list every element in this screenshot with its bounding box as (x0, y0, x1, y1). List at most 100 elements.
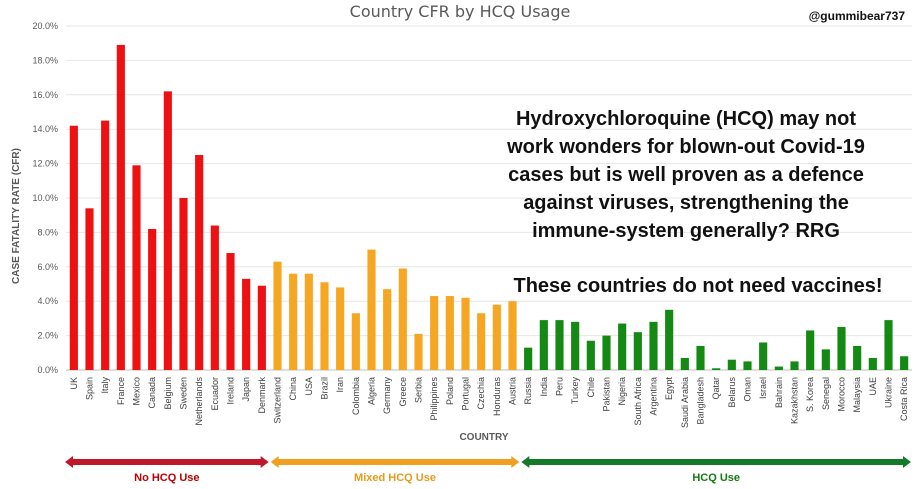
bar-pakistan (602, 335, 611, 370)
chart-title: Country CFR by HCQ Usage (350, 2, 571, 21)
x-tick-label: Denmark (257, 377, 267, 414)
x-tick-label: Saudi Arabia (680, 377, 690, 428)
bar-honduras (492, 304, 501, 370)
x-tick-label: Chile (586, 377, 596, 398)
bar-china (289, 273, 298, 370)
x-tick-label: Oman (743, 377, 753, 402)
x-tick-label: Turkey (570, 377, 580, 405)
author-handle: @gummibear737 (809, 9, 906, 23)
x-tick-label: Peru (555, 377, 565, 396)
bar-spain (85, 208, 94, 370)
bar-belgium (163, 91, 172, 371)
x-axis-ticks: UK Spain Italy France Mexico Canada Belgium Swe… (69, 377, 909, 429)
group-label: No HCQ Use (134, 472, 199, 484)
x-tick-label: Philippines (429, 377, 439, 421)
bar-malaysia (853, 345, 862, 370)
x-tick-label: UAE (868, 377, 878, 396)
x-axis-title: COUNTRY (459, 432, 508, 443)
bar-qatar (712, 368, 721, 370)
group-arrows: No HCQ Use Mixed HCQ Use HCQ Use (65, 456, 911, 484)
x-tick-label: Czechia (476, 377, 486, 410)
bar-japan (242, 278, 251, 370)
bar-bahrain (774, 366, 783, 370)
bar-france (116, 44, 125, 371)
x-tick-label: Ecuador (210, 377, 220, 411)
bar-morocco (837, 327, 846, 370)
group-arrow (521, 456, 911, 468)
x-tick-label: Mexico (132, 377, 142, 406)
x-tick-label: Russia (523, 377, 533, 405)
gridlines (66, 25, 912, 337)
x-tick-label: South Africa (633, 377, 643, 426)
x-tick-label: Austria (508, 377, 518, 405)
x-tick-label: Costa Rica (899, 377, 909, 421)
bar-s-korea (806, 330, 815, 370)
y-tick-label: 14.0% (32, 124, 58, 134)
bar-iran (336, 287, 345, 370)
bar-russia (524, 347, 533, 370)
bar-costa-rica (900, 356, 909, 370)
x-tick-label: Sweden (179, 377, 189, 410)
bar-ukraine (884, 320, 893, 370)
x-tick-label: Germany (382, 377, 392, 415)
callout-line: Hydroxychloroquine (HCQ) may not (516, 108, 856, 130)
group-label: HCQ Use (692, 472, 740, 484)
y-tick-label: 2.0% (37, 331, 58, 341)
x-tick-label: Ireland (226, 377, 236, 405)
callout-line: work wonders for blown-out Covid-19 (506, 136, 865, 158)
x-tick-label: Bangladesh (696, 377, 706, 425)
bar-netherlands (195, 155, 204, 370)
bar-uk (69, 125, 78, 370)
x-tick-label: Belarus (727, 377, 737, 408)
bar-kazakhstan (790, 361, 799, 370)
x-tick-label: Switzerland (273, 377, 283, 424)
x-tick-label: USA (304, 377, 314, 396)
x-tick-label: Algeria (367, 377, 377, 405)
bar-argentina (649, 321, 658, 370)
x-tick-label: Nigeria (617, 377, 627, 406)
bar-turkey (571, 321, 580, 370)
bar-philippines (430, 296, 439, 370)
bar-germany (383, 289, 392, 370)
callout-line: against viruses, strengthening the (523, 192, 849, 214)
y-tick-label: 0.0% (37, 365, 58, 375)
bar-italy (101, 120, 110, 370)
bar-egypt (665, 309, 674, 370)
callout-text: Hydroxychloroquine (HCQ) may not work wo… (506, 108, 882, 297)
bar-peru (555, 320, 564, 370)
bar-greece (398, 268, 407, 370)
callout-line: cases but is well proven as a defence (508, 164, 864, 186)
x-tick-label: Ukraine (884, 377, 894, 408)
bar-saudi-arabia (680, 357, 689, 370)
y-tick-label: 16.0% (32, 90, 58, 100)
x-tick-label: Canada (147, 377, 157, 409)
x-tick-label: Belgium (163, 377, 173, 410)
bar-austria (508, 301, 517, 370)
y-tick-label: 18.0% (32, 55, 58, 65)
bar-nigeria (618, 323, 627, 370)
bars (69, 44, 909, 371)
x-tick-label: UK (69, 377, 79, 390)
bar-senegal (821, 349, 830, 370)
group-label: Mixed HCQ Use (354, 472, 436, 484)
bar-poland (445, 296, 454, 370)
x-tick-label: Israel (758, 377, 768, 399)
x-tick-label: Japan (241, 377, 251, 402)
group-arrow (270, 456, 520, 468)
bar-chile (586, 340, 595, 370)
bar-sweden (179, 198, 188, 370)
bar-portugal (461, 297, 470, 370)
x-tick-label: Honduras (492, 377, 502, 417)
callout-line: immune-system generally? RRG (532, 220, 840, 242)
y-tick-label: 10.0% (32, 193, 58, 203)
bar-usa (304, 273, 313, 370)
bar-uae (868, 357, 877, 370)
bar-serbia (414, 333, 423, 370)
x-tick-label: Kazakhstan (790, 377, 800, 424)
x-tick-label: Poland (445, 377, 455, 405)
y-tick-label: 6.0% (37, 262, 58, 272)
bar-brazil (320, 282, 329, 370)
group-arrow (65, 456, 269, 468)
x-tick-label: Malaysia (852, 377, 862, 413)
